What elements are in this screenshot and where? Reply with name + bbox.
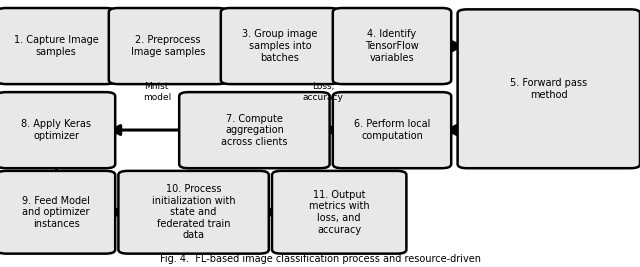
FancyBboxPatch shape: [0, 92, 115, 168]
Text: 4. Identify
TensorFlow
variables: 4. Identify TensorFlow variables: [365, 29, 419, 63]
Text: 8. Apply Keras
optimizer: 8. Apply Keras optimizer: [21, 119, 91, 141]
FancyBboxPatch shape: [333, 8, 451, 84]
Text: 3. Group image
samples into
batches: 3. Group image samples into batches: [243, 29, 317, 63]
Text: 6. Perform local
computation: 6. Perform local computation: [354, 119, 430, 141]
Text: Fig. 4.  FL-based image classification process and resource-driven: Fig. 4. FL-based image classification pr…: [159, 254, 481, 264]
FancyBboxPatch shape: [109, 8, 227, 84]
FancyBboxPatch shape: [272, 171, 406, 254]
Text: Mnist
model: Mnist model: [143, 83, 171, 102]
Text: 5. Forward pass
method: 5. Forward pass method: [510, 78, 588, 100]
FancyBboxPatch shape: [458, 9, 640, 168]
FancyBboxPatch shape: [0, 8, 115, 84]
FancyBboxPatch shape: [179, 92, 330, 168]
Text: 11. Output
metrics with
loss, and
accuracy: 11. Output metrics with loss, and accura…: [309, 190, 369, 235]
FancyBboxPatch shape: [221, 8, 339, 84]
Text: 2. Preprocess
Image samples: 2. Preprocess Image samples: [131, 35, 205, 57]
FancyBboxPatch shape: [0, 171, 115, 254]
FancyBboxPatch shape: [333, 92, 451, 168]
Text: 10. Process
initialization with
state and
federated train
data: 10. Process initialization with state an…: [152, 184, 236, 241]
Text: 7. Compute
aggregation
across clients: 7. Compute aggregation across clients: [221, 113, 287, 147]
Text: Loss,
accuracy: Loss, accuracy: [303, 83, 344, 102]
Text: 9. Feed Model
and optimizer
instances: 9. Feed Model and optimizer instances: [22, 196, 90, 229]
FancyBboxPatch shape: [118, 171, 269, 254]
Text: 1. Capture Image
samples: 1. Capture Image samples: [13, 35, 99, 57]
